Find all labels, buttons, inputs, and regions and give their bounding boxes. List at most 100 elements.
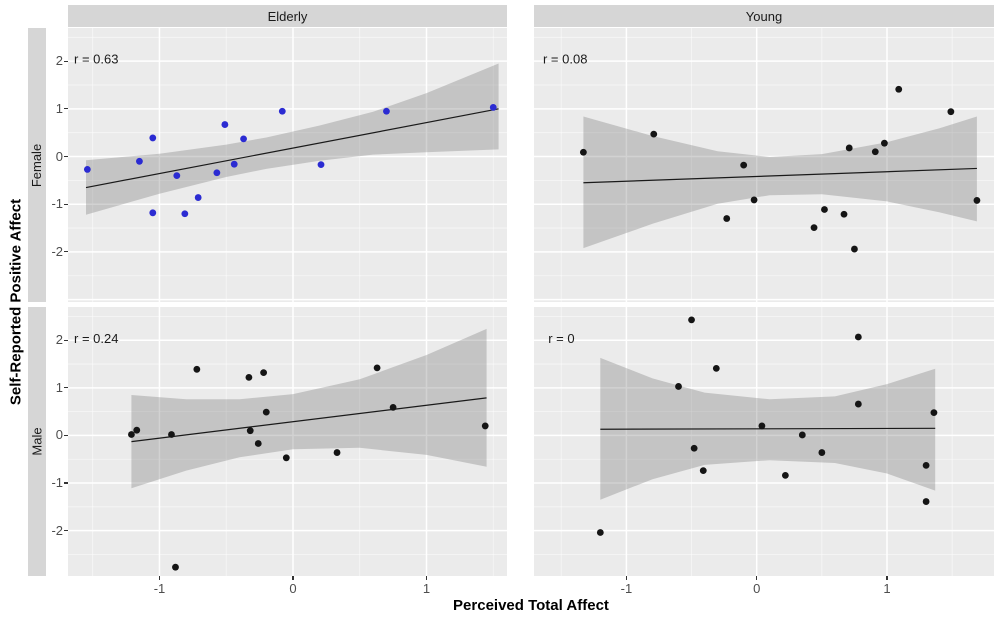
data-point [168, 431, 175, 438]
y-tick-label: -2 [51, 522, 63, 538]
y-tick-label: -1 [51, 196, 63, 212]
facet-strip-col-elderly: Elderly [68, 5, 507, 27]
data-point [389, 403, 397, 411]
y-tick-mark [64, 530, 68, 532]
data-point [851, 245, 858, 253]
data-point [723, 215, 731, 222]
x-tick-label: 1 [883, 581, 891, 596]
data-point [758, 422, 766, 430]
data-point [173, 172, 181, 180]
data-point [579, 148, 587, 156]
confidence-band [131, 328, 487, 489]
x-tick-mark [292, 576, 294, 580]
y-tick-label: -2 [51, 243, 63, 259]
data-point [282, 454, 290, 462]
x-tick-label: 0 [753, 581, 761, 596]
panel-elderly-male: r = 0.24 [68, 307, 507, 576]
data-point [922, 462, 930, 469]
y-tick-mark [64, 60, 68, 62]
correlation-label: r = 0.63 [74, 52, 118, 67]
y-axis-title: Self-Reported Positive Affect [7, 198, 25, 406]
y-tick-mark [64, 108, 68, 110]
data-point [481, 422, 489, 430]
data-point [821, 206, 828, 213]
data-point [194, 194, 202, 201]
data-point [596, 529, 604, 536]
data-point [781, 471, 789, 479]
y-tick-label: 2 [55, 53, 63, 69]
data-point [895, 85, 903, 93]
facet-strip-row-female: Female [28, 28, 46, 302]
x-tick-mark [886, 576, 888, 580]
y-tick-label: 0 [55, 148, 63, 164]
correlation-label: r = 0.24 [74, 331, 118, 346]
data-point [230, 160, 238, 168]
data-point [947, 108, 955, 116]
x-tick-mark [756, 576, 758, 580]
panel-young-male: r = 0 [534, 307, 994, 576]
y-tick-label: 2 [55, 332, 63, 348]
facet-strip-col-young: Young [534, 5, 994, 27]
data-point [193, 365, 201, 373]
data-point [871, 148, 879, 156]
confidence-band [86, 63, 499, 215]
data-point [740, 161, 748, 169]
data-point [149, 209, 157, 217]
facet-strip-label: Young [745, 8, 783, 24]
confidence-band [583, 116, 977, 249]
x-axis-title: Perceived Total Affect [453, 597, 609, 614]
data-point [128, 431, 135, 438]
data-point [240, 135, 247, 143]
data-point [489, 104, 497, 111]
data-point [798, 431, 806, 439]
x-tick-label: 1 [422, 581, 431, 596]
y-tick-label: 1 [55, 100, 63, 116]
data-point [688, 316, 695, 324]
data-point [845, 144, 853, 152]
data-point [136, 157, 143, 165]
data-point [83, 166, 91, 173]
data-point [213, 169, 221, 177]
y-tick-mark [64, 387, 68, 389]
data-point [181, 210, 189, 218]
data-point [699, 467, 707, 475]
x-tick-label: -1 [153, 581, 166, 596]
correlation-label: r = 0 [548, 331, 574, 346]
y-tick-mark [64, 155, 68, 158]
regression-line [600, 427, 936, 430]
data-point [973, 197, 981, 204]
data-point [881, 139, 888, 147]
data-point [260, 369, 268, 377]
y-tick-mark [64, 482, 68, 484]
regression-line [131, 397, 487, 443]
data-point [840, 210, 848, 218]
data-point [854, 400, 862, 408]
data-point [922, 498, 930, 505]
data-point [675, 383, 682, 390]
data-point [246, 427, 254, 435]
facet-strip-row-male: Male [28, 307, 46, 576]
y-tick-mark [64, 203, 68, 205]
data-point [650, 130, 658, 138]
y-tick-mark [64, 339, 68, 341]
data-point [854, 333, 862, 341]
panel-elderly-female: r = 0.63 [68, 28, 507, 302]
data-point [245, 374, 253, 381]
panel-young-female: r = 0.08 [534, 28, 994, 302]
x-tick-mark [158, 576, 161, 580]
x-tick-label: 0 [289, 581, 297, 596]
y-tick-mark [64, 434, 68, 436]
data-point [818, 449, 826, 456]
y-tick-label: 1 [55, 379, 63, 395]
data-point [149, 134, 157, 142]
data-point [172, 563, 179, 571]
data-point [750, 196, 758, 204]
y-tick-label: 0 [55, 427, 63, 443]
data-point [133, 426, 141, 434]
y-tick-label: -1 [51, 475, 63, 490]
x-tick-label: -1 [620, 581, 633, 596]
data-point [254, 440, 262, 447]
regression-line [583, 167, 977, 184]
data-point [810, 224, 818, 231]
